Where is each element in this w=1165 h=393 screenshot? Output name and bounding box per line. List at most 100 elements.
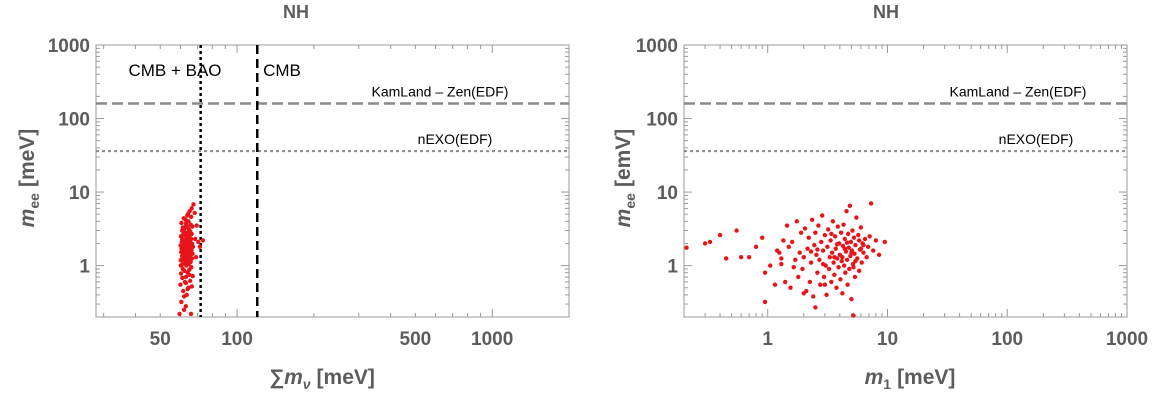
data-point xyxy=(882,239,888,245)
data-point xyxy=(774,248,780,253)
svg-text:∑mν[meV]: ∑mν [meV] xyxy=(269,366,375,392)
data-point xyxy=(822,282,828,287)
data-point xyxy=(859,260,864,265)
data-point xyxy=(183,221,189,227)
data-point xyxy=(834,285,839,290)
data-point xyxy=(836,265,841,270)
data-point xyxy=(791,265,796,270)
svg-text:mee[emV]: mee [emV] xyxy=(612,129,638,228)
data-point xyxy=(815,270,820,275)
data-point xyxy=(826,227,831,232)
data-point xyxy=(846,231,851,237)
data-point xyxy=(846,245,851,250)
y-tick-label: 100 xyxy=(646,110,678,131)
data-point xyxy=(841,263,847,268)
data-point xyxy=(738,255,744,260)
data-point xyxy=(197,244,203,250)
data-point xyxy=(181,307,187,313)
data-point xyxy=(180,275,185,281)
data-point xyxy=(178,263,184,268)
data-point xyxy=(797,250,802,255)
data-point xyxy=(196,239,201,245)
data-point xyxy=(180,288,186,294)
data-point xyxy=(702,241,708,246)
data-point xyxy=(723,256,729,261)
data-point xyxy=(181,229,187,234)
x-axis-title-main: ∑m xyxy=(269,366,303,389)
data-point xyxy=(867,234,872,239)
x-tick-label: 100 xyxy=(221,329,253,350)
data-point xyxy=(734,228,739,233)
data-point xyxy=(192,236,198,242)
data-point xyxy=(852,274,858,280)
data-point xyxy=(816,223,821,228)
data-point xyxy=(865,244,871,250)
data-point xyxy=(829,250,835,255)
data-point xyxy=(832,255,837,260)
data-point xyxy=(717,232,723,238)
data-point xyxy=(820,248,826,253)
data-point xyxy=(851,235,857,240)
svg-text:m1[meV]: m1 [meV] xyxy=(865,366,956,392)
data-point xyxy=(786,244,792,250)
data-point xyxy=(850,228,855,233)
y-axis-title-main: m xyxy=(612,209,635,228)
data-point xyxy=(200,238,206,243)
data-point xyxy=(828,238,833,243)
data-point xyxy=(185,248,190,253)
svg-text:mee[meV]: mee [meV] xyxy=(16,129,42,228)
data-point xyxy=(854,215,859,220)
x-tick-label: 100 xyxy=(991,329,1023,350)
data-point xyxy=(762,270,768,275)
data-point xyxy=(858,246,864,251)
data-point xyxy=(840,255,845,260)
data-point xyxy=(684,245,689,250)
x-axis-title: ∑mν [meV] xyxy=(269,366,375,392)
data-point xyxy=(188,214,194,220)
data-point xyxy=(847,203,853,209)
y-axis-title-sub: ee xyxy=(26,193,42,209)
data-point xyxy=(178,271,184,276)
y-tick-label: 1 xyxy=(667,257,678,278)
data-point xyxy=(179,299,184,305)
y-tick-label: 1000 xyxy=(48,36,90,57)
data-point xyxy=(868,201,874,206)
data-point xyxy=(185,286,190,292)
data-point xyxy=(827,255,833,260)
data-point xyxy=(181,294,187,299)
data-point xyxy=(856,268,862,273)
data-point xyxy=(760,235,765,240)
data-point xyxy=(829,231,834,237)
data-point xyxy=(793,257,798,262)
x-axis-title-main: m xyxy=(865,366,884,389)
data-point xyxy=(856,238,862,243)
data-point xyxy=(188,222,193,227)
data-point xyxy=(824,292,829,298)
data-point xyxy=(835,224,841,229)
data-point xyxy=(809,217,815,222)
data-point xyxy=(825,244,830,250)
data-point xyxy=(187,278,193,284)
data-point xyxy=(812,242,817,248)
data-point xyxy=(178,282,183,287)
data-point xyxy=(841,222,846,227)
data-point xyxy=(800,266,805,272)
data-point xyxy=(189,284,195,289)
data-point xyxy=(188,311,194,317)
data-point xyxy=(779,261,784,267)
y-axis-title-unit: [emV] xyxy=(612,129,635,187)
data-point xyxy=(820,261,826,267)
data-point xyxy=(177,311,182,317)
x-axis-title-unit: [meV] xyxy=(317,366,375,389)
data-point xyxy=(856,232,861,238)
y-axis-title-sub: ee xyxy=(622,193,638,209)
data-point xyxy=(187,272,192,277)
panel-left: NH mee [meV] ∑mν [meV] 1 10 100 1000 50 100 500 1… xyxy=(16,2,570,392)
hline-label: nEXO(EDF) xyxy=(418,131,493,147)
x-tick-label: 50 xyxy=(150,329,171,350)
data-point xyxy=(181,216,186,221)
data-point xyxy=(830,219,836,224)
data-point xyxy=(851,265,856,270)
data-point xyxy=(821,274,827,280)
